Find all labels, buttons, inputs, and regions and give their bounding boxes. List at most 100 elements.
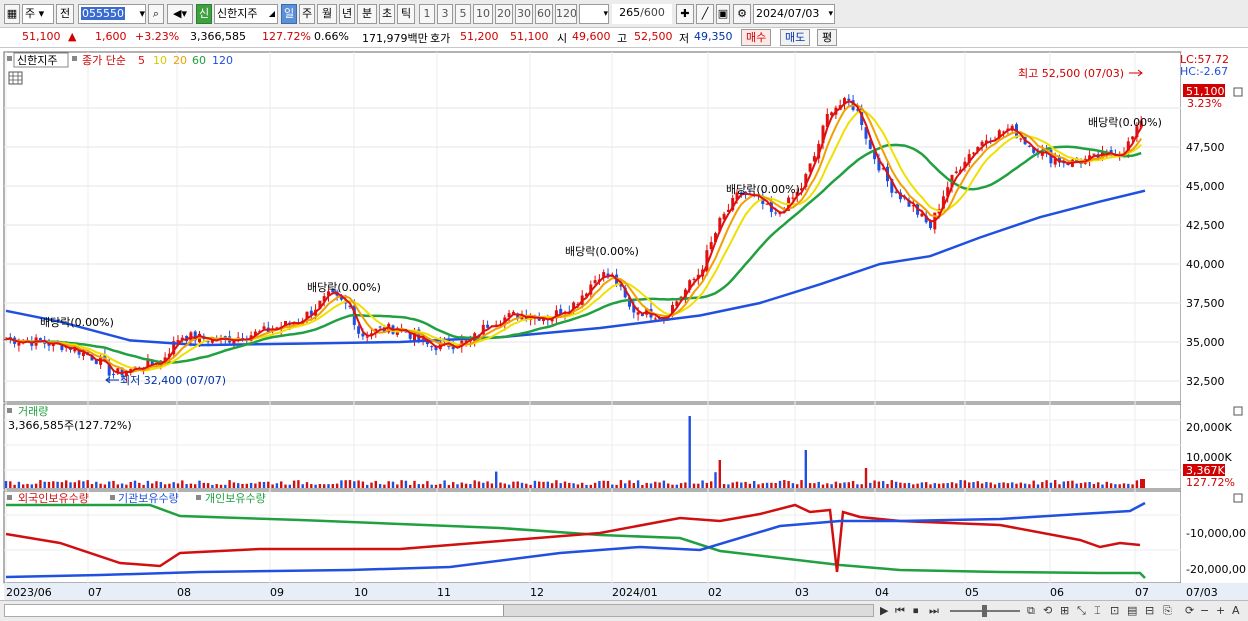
tick-30[interactable]: 30 [515,4,533,24]
holdings-panel-max-icon[interactable] [1233,493,1243,503]
first-icon[interactable]: ⏮ [895,604,905,617]
up-arrow-icon: ▲ [68,30,77,43]
candle-body [924,215,928,223]
price-panel-max-icon[interactable] [1233,87,1243,97]
volume-panel-max-icon[interactable] [1233,406,1243,416]
volume-bar [503,483,506,488]
reset-icon[interactable]: ⟳ [1185,604,1195,617]
foreign-holdings-line [5,503,1141,573]
quote-bar: 51,100 ▲ 1,600 +3.23% 3,366,585 127.72% … [0,28,1248,48]
tool-icon-9[interactable]: ⎘ [1163,604,1172,617]
volume-bar [318,483,322,488]
volume-bar [125,484,128,488]
crosshair-icon[interactable]: ✚ [676,4,694,24]
gear-icon[interactable]: ⚙ [733,4,751,24]
low-label: 저 [679,32,690,45]
volume-bar [366,484,369,488]
volume-bar [925,482,928,488]
play-icon[interactable]: ▶ [880,604,889,617]
date-input[interactable]: 2024/07/03 ▾ [753,4,835,24]
candle-body [984,140,988,144]
chart-menu-icon[interactable]: ▦ [4,4,20,24]
tool-icon-8[interactable]: ⊟ [1145,604,1155,617]
tool-icon-5[interactable]: ⌶ [1094,604,1101,617]
volume-bar [138,482,141,488]
tick-1[interactable]: 1 [419,4,435,24]
save-icon[interactable]: ▣ [716,4,730,24]
volume-bar [185,484,188,488]
auto-button[interactable]: A [1232,604,1240,617]
legend-ma-120: 120 [212,54,233,67]
candle-body [954,171,958,173]
tool-icon-3[interactable]: ⊞ [1060,604,1070,617]
candle-body [1092,153,1096,155]
zoom-in-button[interactable]: + [1216,604,1226,617]
tick-3[interactable]: 3 [437,4,453,24]
period-week[interactable]: 주 [299,4,315,24]
eval-button[interactable]: 평 [817,29,838,46]
type-select[interactable]: 주 ▾ [22,4,54,24]
candle-body [972,152,975,154]
volume-bar [142,484,145,488]
volume-bar [1015,483,1018,488]
period-minute[interactable]: 분 [357,4,377,24]
stop-icon[interactable]: ⏹ [913,604,919,617]
table-icon[interactable] [8,71,23,85]
candle-body [585,293,588,297]
candle-body [1027,145,1031,147]
speaker-icon[interactable]: ◀▾ [167,4,193,24]
period-day[interactable]: 일 [281,4,297,24]
candle-body [60,345,64,351]
volume-bar [727,484,730,488]
tick-10[interactable]: 10 [473,4,493,24]
volume-bar [748,483,752,488]
volume-bar [344,480,347,488]
stock-chart[interactable]: 32,500 35,000 37,500 40,000 42,500 45,000 47,5… [0,48,1248,621]
volume-bar [688,416,691,488]
period-second[interactable]: 초 [379,4,395,24]
last-icon[interactable]: ⏭ [929,604,939,617]
period-tick[interactable]: 틱 [397,4,415,24]
sell-button[interactable]: 매도 [780,29,811,46]
tool-icon-4[interactable]: ⤡ [1077,604,1086,617]
tick-custom-select[interactable]: ▾ [579,4,609,24]
zoom-out-button[interactable]: − [1200,604,1210,617]
candle-body [967,154,971,163]
period-year[interactable]: 년 [339,4,355,24]
prev-button[interactable]: 전 [56,4,74,24]
tick-20[interactable]: 20 [495,4,513,24]
tool-icon-2[interactable]: ⟲ [1043,604,1053,617]
buy-button[interactable]: 매수 [741,29,772,46]
tick-60[interactable]: 60 [535,4,553,24]
search-icon[interactable]: ⌕ [148,4,164,24]
zoom-slider[interactable] [950,605,1020,617]
volume-bar [421,484,425,488]
zoom-slider-handle[interactable] [982,605,987,617]
volume-bar [770,482,773,488]
tool-icon-6[interactable]: ⊡ [1110,604,1120,617]
draw-icon[interactable]: ╱ [696,4,714,24]
tick-120[interactable]: 120 [555,4,577,24]
candle-body [262,326,266,329]
volume: 3,366,585 [190,30,246,43]
legend-bullet-2 [72,56,77,61]
volume-bar [194,484,197,488]
volume-bar [641,484,644,488]
tick-5[interactable]: 5 [455,4,471,24]
code-input[interactable]: 055550 ▾ [78,4,146,24]
stock-name-field[interactable]: 신한지주 ◢ [214,4,278,24]
candle-body [327,291,330,296]
scrollbar-thumb[interactable] [503,605,873,616]
horizontal-scrollbar[interactable] [4,604,874,617]
period-month[interactable]: 월 [317,4,337,24]
candle-body [929,220,932,229]
candle-body [623,287,627,298]
tool-icon-7[interactable]: ▤ [1127,604,1138,617]
volume-bar [851,480,855,488]
candle-body [38,338,42,342]
volume-bar [568,482,571,488]
volume-bar [662,480,666,488]
tool-icon-1[interactable]: ⧉ [1027,604,1035,617]
ask-price-1: 51,200 [460,30,499,43]
high-price: 52,500 [634,30,673,43]
